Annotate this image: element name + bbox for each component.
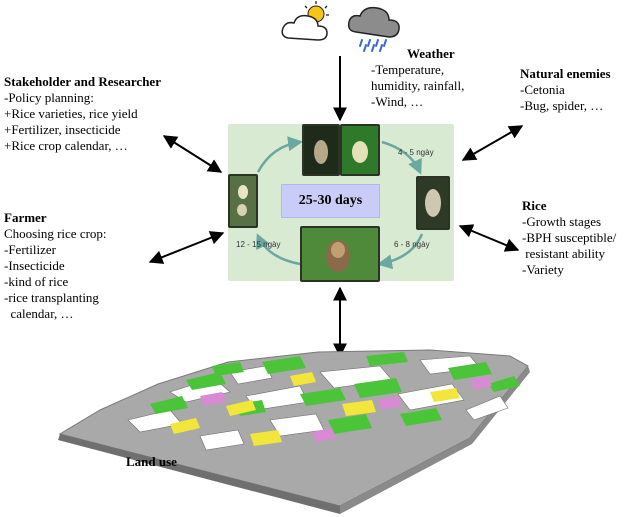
arrow-farmer	[148, 231, 225, 264]
bph-egg-photo	[228, 174, 258, 228]
farmer-line: Choosing rice crop:	[4, 226, 107, 241]
stakeholder-block: Stakeholder and Researcher -Policy plann…	[4, 74, 161, 154]
farmer-line: calendar, …	[4, 306, 74, 321]
stakeholder-line: +Rice varieties, rice yield	[4, 106, 138, 121]
bph-life-cycle-panel: 25-30 days 4 - 5 ngày 6 - 8 ngày 12 - 15…	[228, 124, 454, 282]
rice-line: resistant ability	[522, 246, 606, 261]
natural-enemies-title: Natural enemies	[520, 66, 611, 81]
bph-adult-icon	[326, 240, 350, 272]
rice-title: Rice	[522, 198, 547, 213]
bph-adult-icon	[425, 189, 441, 217]
bph-adult-photo-2	[300, 226, 380, 282]
rice-line: -Growth stages	[522, 214, 602, 229]
stakeholder-line: +Rice crop calendar, …	[4, 138, 128, 153]
farmer-block: Farmer Choosing rice crop: -Fertilizer -…	[4, 210, 107, 322]
stakeholder-line: +Fertilizer, insecticide	[4, 122, 121, 137]
bph-nymph-photo-2	[340, 124, 380, 176]
natural-enemies-block: Natural enemies -Cetonia -Bug, spider, …	[520, 66, 611, 114]
stage-label-6-8: 6 - 8 ngày	[394, 240, 430, 249]
rain-cloud-icon	[347, 6, 400, 52]
rice-block: Rice -Growth stages -BPH susceptible/ re…	[522, 198, 616, 278]
natural-enemies-line: -Cetonia	[520, 82, 565, 97]
stage-label-12-15: 12 - 15 ngày	[236, 240, 281, 249]
weather-title: Weather	[407, 46, 455, 61]
arrow-stakeholder	[162, 135, 223, 173]
rice-line: -Variety	[522, 262, 564, 277]
bph-egg-icon	[237, 185, 248, 216]
stakeholder-title: Stakeholder and Researcher	[4, 74, 161, 89]
stage-label-4-5: 4 - 5 ngày	[398, 148, 434, 157]
land-use-label: Land use	[126, 454, 177, 469]
farmer-line: -rice transplanting	[4, 290, 99, 305]
stakeholder-line: -Policy planning:	[4, 90, 94, 105]
farmer-line: -kind of rice	[4, 274, 69, 289]
natural-enemies-line: -Bug, spider, …	[520, 98, 604, 113]
weather-line: humidity, rainfall,	[371, 78, 465, 93]
land-use-map	[58, 349, 530, 514]
bph-adult-photo-1	[416, 176, 450, 230]
weather-line: -Wind, …	[371, 94, 424, 109]
farmer-title: Farmer	[4, 210, 47, 225]
weather-line: -Temperature,	[371, 62, 445, 77]
arrow-rice	[458, 224, 520, 252]
bph-nymph-photo-1	[302, 124, 340, 176]
rice-line: -BPH susceptible/	[522, 230, 617, 245]
farmer-line: -Insecticide	[4, 258, 65, 273]
sun-cloud-icon	[281, 1, 329, 41]
weather-block: Weather -Temperature, humidity, rainfall…	[371, 46, 464, 110]
cycle-arrows	[256, 136, 424, 270]
bph-nymph-icon	[314, 140, 328, 164]
cycle-duration-label: 25-30 days	[281, 184, 380, 218]
farmer-line: -Fertilizer	[4, 242, 56, 257]
bph-nymph-icon	[352, 141, 368, 163]
arrow-natural-enemies	[461, 125, 524, 161]
